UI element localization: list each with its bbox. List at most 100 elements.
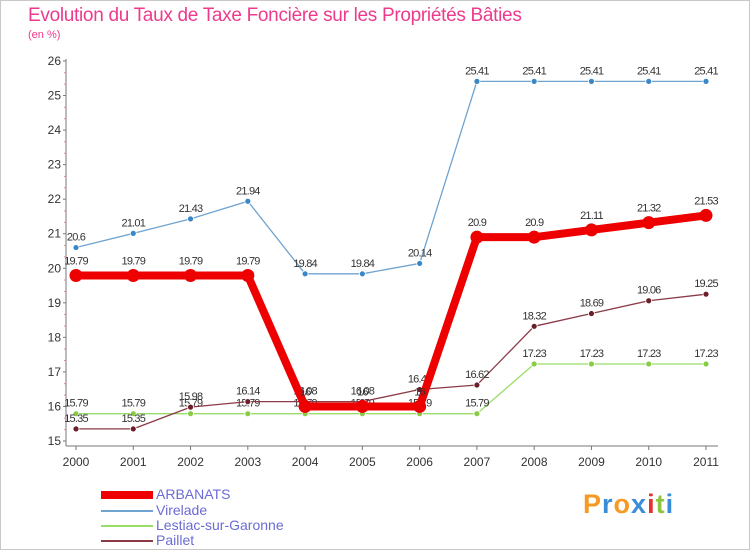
data-label: 16.62 bbox=[465, 369, 489, 381]
data-label: 25.41 bbox=[694, 65, 718, 77]
data-point bbox=[702, 290, 710, 298]
data-label: 20.9 bbox=[525, 217, 544, 229]
legend-swatch bbox=[101, 491, 153, 499]
data-point bbox=[473, 77, 481, 85]
data-point bbox=[187, 215, 194, 223]
data-point bbox=[416, 260, 424, 267]
data-point bbox=[588, 360, 595, 368]
data-point bbox=[187, 410, 194, 418]
logo-letter: r bbox=[602, 489, 614, 519]
data-point bbox=[645, 360, 653, 368]
chart-title: Evolution du Taux de Taxe Foncière sur l… bbox=[28, 5, 522, 26]
logo-letter: x bbox=[631, 489, 648, 519]
y-tick-label: 25 bbox=[48, 89, 62, 103]
data-point bbox=[355, 399, 369, 413]
data-label: 21.11 bbox=[580, 210, 603, 222]
data-point bbox=[527, 230, 541, 244]
data-point bbox=[584, 223, 598, 237]
x-tick-label: 2006 bbox=[406, 455, 433, 469]
data-point bbox=[473, 381, 481, 389]
data-point bbox=[358, 270, 366, 278]
data-point bbox=[126, 269, 140, 283]
series-line bbox=[75, 80, 706, 275]
data-point bbox=[645, 77, 653, 85]
data-label: 20.6 bbox=[67, 232, 86, 244]
data-point bbox=[530, 322, 538, 330]
data-label: 20.9 bbox=[468, 217, 487, 229]
data-label: 21.94 bbox=[236, 185, 260, 197]
data-label: 21.32 bbox=[637, 203, 661, 215]
data-label: 21.01 bbox=[122, 217, 146, 229]
data-label: 25.41 bbox=[465, 65, 489, 77]
proxiti-logo: Proxiti bbox=[583, 489, 674, 520]
data-point bbox=[72, 410, 80, 418]
data-label: 15.98 bbox=[179, 391, 203, 403]
x-tick-label: 2004 bbox=[292, 455, 319, 469]
x-tick-label: 2001 bbox=[120, 455, 147, 469]
x-tick-label: 2010 bbox=[635, 455, 662, 469]
legend-label: Paillet bbox=[156, 532, 195, 548]
data-label: 16 bbox=[414, 386, 425, 398]
y-tick-label: 24 bbox=[48, 123, 62, 137]
data-label: 15.79 bbox=[122, 398, 146, 410]
logo-letter: P bbox=[583, 489, 603, 519]
data-label: 16 bbox=[300, 386, 311, 398]
data-label: 25.41 bbox=[637, 65, 661, 77]
y-tick-label: 16 bbox=[48, 399, 62, 413]
data-point bbox=[645, 297, 653, 305]
legend-label: Lestiac-sur-Garonne bbox=[156, 517, 284, 533]
data-label: 20.14 bbox=[408, 247, 432, 259]
data-label: 19.06 bbox=[637, 285, 661, 297]
x-tick-label: 2011 bbox=[693, 455, 719, 469]
data-point bbox=[72, 425, 80, 433]
data-label: 18.69 bbox=[580, 298, 604, 310]
x-tick-label: 2005 bbox=[349, 455, 376, 469]
data-label: 21.43 bbox=[179, 203, 203, 215]
data-label: 25.41 bbox=[580, 65, 604, 77]
data-label: 19.79 bbox=[64, 256, 88, 268]
data-point bbox=[702, 77, 710, 85]
y-axis-unit-label: (en %) bbox=[28, 29, 61, 41]
data-point bbox=[244, 410, 252, 418]
data-label: 17.23 bbox=[580, 348, 604, 360]
data-label: 17.23 bbox=[522, 348, 546, 360]
legend-label: Virelade bbox=[156, 502, 208, 518]
data-point bbox=[129, 229, 137, 237]
data-label: 15.79 bbox=[64, 398, 88, 410]
data-point bbox=[298, 399, 312, 413]
logo-letter: i bbox=[647, 489, 656, 519]
data-label: 18.32 bbox=[522, 310, 546, 322]
data-point bbox=[241, 269, 255, 283]
data-point bbox=[244, 398, 252, 406]
legend-swatch bbox=[101, 510, 153, 512]
y-tick-label: 18 bbox=[48, 330, 62, 344]
y-tick-label: 22 bbox=[48, 192, 62, 206]
data-point bbox=[72, 244, 80, 251]
data-point bbox=[642, 216, 656, 230]
data-label: 19.84 bbox=[351, 258, 375, 270]
data-point bbox=[129, 410, 137, 418]
y-tick-label: 15 bbox=[48, 434, 62, 448]
data-label: 25.41 bbox=[522, 65, 546, 77]
legend-swatch bbox=[101, 525, 153, 527]
data-point bbox=[244, 197, 252, 205]
data-label: 17.23 bbox=[694, 348, 718, 360]
y-tick-label: 17 bbox=[48, 365, 62, 379]
data-label: 21.53 bbox=[694, 195, 718, 207]
data-point bbox=[530, 77, 538, 85]
logo-letter: o bbox=[613, 489, 632, 519]
data-label: 19.79 bbox=[236, 256, 260, 268]
data-point bbox=[301, 270, 309, 278]
x-tick-label: 2009 bbox=[578, 455, 605, 469]
logo-letter: t bbox=[655, 489, 666, 519]
data-label: 17.23 bbox=[637, 348, 661, 360]
series-line bbox=[76, 211, 707, 411]
x-tick-label: 2002 bbox=[177, 455, 204, 469]
data-label: 19.84 bbox=[293, 258, 317, 270]
data-point bbox=[129, 425, 137, 433]
data-point bbox=[530, 360, 538, 368]
data-point bbox=[702, 360, 710, 368]
data-label: 19.79 bbox=[122, 256, 146, 268]
